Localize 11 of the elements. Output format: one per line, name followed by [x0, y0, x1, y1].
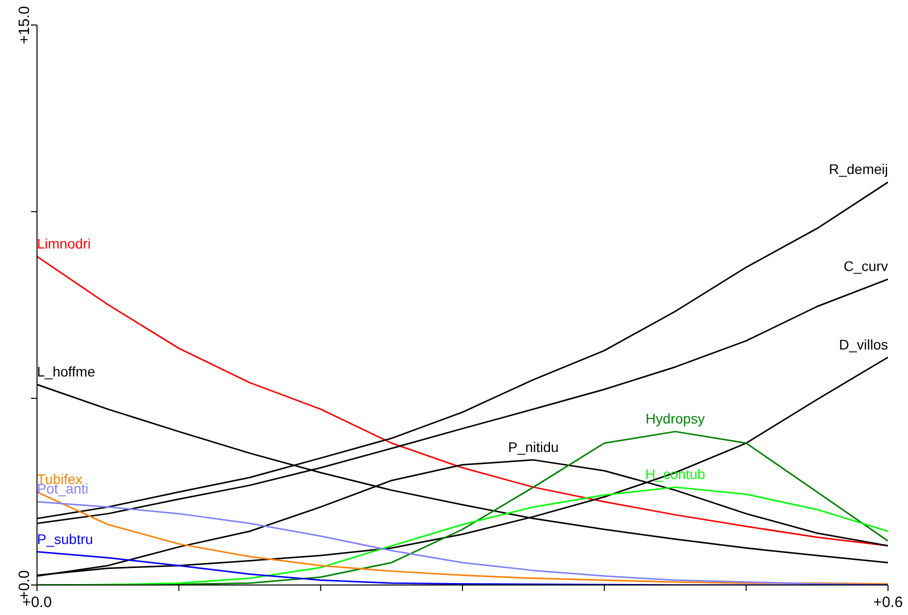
series-label: P_subtru [37, 530, 94, 547]
series-label: P_nitidu [508, 438, 559, 455]
series-label: L_hoffme [37, 364, 96, 380]
y-tick-label: +15.0 [16, 6, 33, 44]
x-tick-label: +0.6 [873, 594, 903, 611]
series-label: D_villos [838, 336, 888, 352]
series-label: Limnodri [37, 235, 91, 252]
series-label: R_demeij [828, 161, 888, 178]
series-label: Hydropsy [646, 410, 705, 427]
series-label: C_curv [844, 258, 888, 274]
line-series [37, 256, 888, 547]
